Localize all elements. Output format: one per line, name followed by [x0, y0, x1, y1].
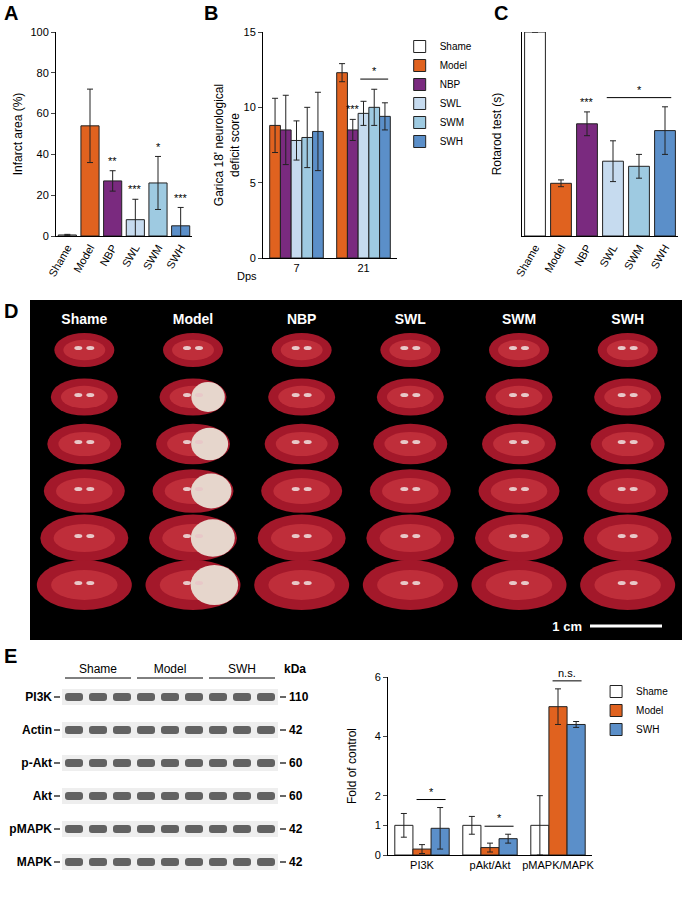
- html-text:B: B: [204, 2, 219, 24]
- svg-text:**: **: [108, 155, 117, 167]
- svg-text:42: 42: [289, 723, 303, 737]
- svg-text:pAkt/Akt: pAkt/Akt: [470, 859, 511, 871]
- svg-text:pMAPK: pMAPK: [9, 822, 52, 836]
- svg-text:5: 5: [250, 177, 256, 189]
- svg-text:MAPK: MAPK: [17, 855, 53, 869]
- svg-text:SWM: SWM: [141, 242, 165, 271]
- svg-text:Fold of control: Fold of control: [345, 728, 359, 804]
- svg-text:SWH: SWH: [636, 724, 659, 735]
- svg-text:Actin: Actin: [22, 723, 52, 737]
- svg-text:***: ***: [174, 192, 188, 204]
- svg-text:*: *: [156, 141, 161, 153]
- svg-text:Shame: Shame: [636, 686, 668, 697]
- svg-text:*: *: [497, 812, 502, 824]
- svg-text:Model: Model: [440, 60, 467, 71]
- svg-text:Shame: Shame: [61, 311, 107, 327]
- svg-text:20: 20: [37, 189, 49, 201]
- svg-text:2: 2: [375, 790, 381, 802]
- svg-text:Infarct area (%): Infarct area (%): [11, 93, 25, 176]
- svg-text:***: ***: [346, 103, 360, 115]
- svg-text:kDa: kDa: [284, 662, 306, 676]
- svg-text:Rotarod test (s): Rotarod test (s): [490, 93, 504, 176]
- svg-text:0: 0: [43, 230, 49, 242]
- svg-text:*: *: [637, 84, 642, 96]
- svg-text:SWL: SWL: [597, 242, 619, 269]
- svg-text:SWL: SWL: [395, 311, 427, 327]
- svg-text:SWH: SWH: [611, 311, 644, 327]
- svg-text:100: 100: [30, 26, 48, 38]
- svg-text:60: 60: [37, 107, 49, 119]
- svg-text:Model: Model: [173, 311, 213, 327]
- svg-text:1 cm: 1 cm: [552, 619, 582, 634]
- svg-text:SWH: SWH: [164, 242, 187, 270]
- svg-text:42: 42: [289, 822, 303, 836]
- svg-text:0: 0: [375, 849, 381, 861]
- svg-text:NBP: NBP: [287, 311, 317, 327]
- svg-text:60: 60: [289, 789, 303, 803]
- svg-text:Akt: Akt: [33, 789, 52, 803]
- html-text:A: A: [4, 2, 19, 24]
- svg-text:SWM: SWM: [440, 117, 464, 128]
- svg-text:SWM: SWM: [622, 242, 646, 271]
- svg-text:1: 1: [375, 819, 381, 831]
- svg-text:Shame: Shame: [46, 242, 74, 278]
- svg-text:NBP: NBP: [572, 242, 594, 268]
- svg-text:10: 10: [244, 101, 256, 113]
- svg-text:15: 15: [244, 26, 256, 38]
- svg-text:Model: Model: [154, 662, 187, 676]
- svg-text:***: ***: [128, 183, 142, 195]
- svg-text:PI3K: PI3K: [25, 690, 52, 704]
- svg-text:40: 40: [37, 148, 49, 160]
- svg-text:NBP: NBP: [440, 79, 461, 90]
- svg-text:*: *: [429, 786, 434, 798]
- svg-text:pMAPK/MAPK: pMAPK/MAPK: [522, 859, 594, 871]
- svg-text:Model: Model: [542, 242, 567, 274]
- svg-text:p-Akt: p-Akt: [21, 756, 52, 770]
- svg-text:Shame: Shame: [514, 242, 542, 278]
- svg-text:4: 4: [375, 730, 381, 742]
- svg-text:Shame: Shame: [440, 41, 472, 52]
- svg-text:SWH: SWH: [648, 242, 671, 270]
- svg-text:21: 21: [357, 262, 369, 274]
- svg-text:7: 7: [293, 262, 299, 274]
- html-text:C: C: [494, 2, 509, 24]
- svg-text:SWL: SWL: [440, 98, 462, 109]
- svg-text:Model: Model: [636, 705, 663, 716]
- svg-text:***: ***: [580, 96, 594, 108]
- html-text:D: D: [4, 300, 19, 322]
- svg-text:Model: Model: [71, 242, 96, 274]
- html-text:E: E: [4, 645, 18, 667]
- svg-text:*: *: [372, 65, 377, 77]
- svg-text:SWM: SWM: [502, 311, 536, 327]
- svg-text:42: 42: [289, 855, 303, 869]
- svg-text:Dps: Dps: [237, 270, 257, 282]
- svg-text:SWH: SWH: [228, 662, 256, 676]
- svg-text:60: 60: [289, 756, 303, 770]
- svg-text:SWH: SWH: [440, 136, 463, 147]
- svg-text:PI3K: PI3K: [410, 859, 435, 871]
- svg-text:n.s.: n.s.: [558, 667, 576, 679]
- svg-text:Garica 18' neurologicaldeficit: Garica 18' neurologicaldeficit score: [212, 84, 242, 206]
- svg-text:NBP: NBP: [97, 242, 119, 268]
- svg-text:80: 80: [37, 67, 49, 79]
- svg-text:Shame: Shame: [79, 662, 117, 676]
- svg-text:110: 110: [289, 690, 309, 704]
- svg-text:0: 0: [250, 252, 256, 264]
- svg-text:SWL: SWL: [120, 242, 142, 269]
- svg-text:6: 6: [375, 671, 381, 683]
